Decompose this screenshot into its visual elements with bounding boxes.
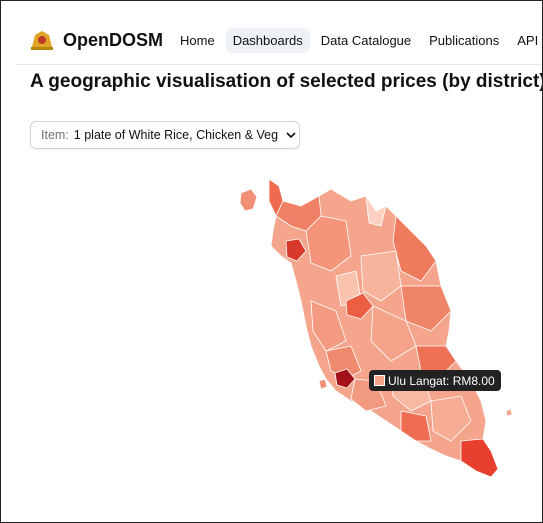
district <box>305 215 352 272</box>
nav-item[interactable]: Home <box>180 33 215 48</box>
district <box>325 345 362 380</box>
island <box>318 378 328 390</box>
district <box>430 395 472 442</box>
district <box>400 285 452 332</box>
page-title: A geographic visualisation of selected p… <box>30 71 543 92</box>
district <box>460 438 499 478</box>
item-dropdown[interactable]: Item: 1 plate of White Rice, Chicken & V… <box>30 121 300 149</box>
district <box>392 215 437 282</box>
district <box>370 305 417 362</box>
tooltip-text: Ulu Langat: RM8.00 <box>388 373 495 388</box>
district <box>285 238 307 262</box>
nav: Home Dashboards Data Catalogue Publicati… <box>173 28 542 53</box>
district <box>360 250 402 302</box>
district <box>365 195 387 227</box>
district <box>345 292 374 320</box>
district <box>334 368 356 389</box>
map-tooltip: Ulu Langat: RM8.00 <box>369 370 501 391</box>
nav-item[interactable]: Publications <box>429 33 500 48</box>
chevron <box>286 132 296 139</box>
nav-item[interactable]: Data Catalogue <box>320 33 412 48</box>
nav-item[interactable]: Dashboards <box>225 28 310 53</box>
logo[interactable] <box>29 29 55 51</box>
dropdown-label: Item: <box>41 128 69 142</box>
tooltip-swatch <box>374 375 385 386</box>
district <box>310 300 347 352</box>
dropdown-value: 1 plate of White Rice, Chicken & Veg <box>73 128 279 142</box>
island <box>239 188 258 212</box>
divider <box>17 64 542 65</box>
district <box>400 410 432 442</box>
brand[interactable]: OpenDOSM <box>63 30 164 50</box>
island <box>505 408 513 417</box>
nav-item[interactable]: API D <box>517 33 542 48</box>
district <box>415 345 457 377</box>
